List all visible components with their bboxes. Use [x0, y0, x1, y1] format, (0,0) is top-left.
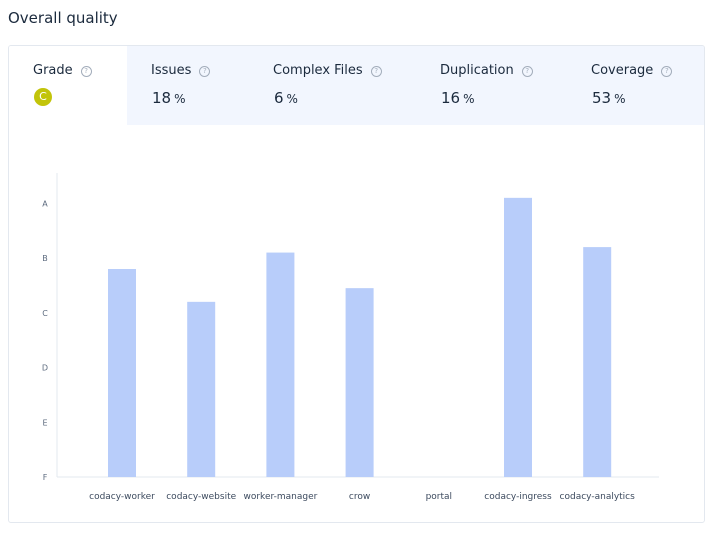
help-icon[interactable]: ? [521, 66, 533, 77]
tab-duplication-value: 16% [441, 89, 475, 107]
overall-quality-card: Grade? C Issues? 18% Complex Files? 6% D… [8, 45, 705, 523]
bar-worker-manager [266, 252, 295, 477]
y-tick-label: D [42, 364, 48, 373]
tab-coverage-label: Coverage? [591, 63, 673, 78]
y-tick-label: C [42, 309, 48, 318]
tab-issues-label: Issues? [151, 63, 211, 78]
bar-codacy-worker [108, 269, 136, 477]
bar-codacy-ingress [504, 197, 532, 477]
tab-complex-files[interactable]: Complex Files? 6% [249, 46, 416, 125]
tab-complex-files-label: Complex Files? [273, 63, 382, 78]
tab-duplication[interactable]: Duplication? 16% [416, 46, 567, 125]
tab-issues-value: 18% [152, 89, 186, 107]
bar-codacy-website [187, 301, 216, 477]
help-icon[interactable]: ? [199, 66, 211, 77]
help-icon[interactable]: ? [370, 66, 382, 77]
tab-grade-label: Grade? [33, 63, 92, 78]
page-title: Overall quality [8, 9, 118, 27]
y-tick-label: E [42, 418, 47, 427]
y-tick-label: B [42, 254, 48, 263]
tab-duplication-label: Duplication? [440, 63, 533, 78]
help-icon[interactable]: ? [661, 66, 673, 77]
bar-codacy-analytics [583, 247, 612, 477]
x-tick-label: worker-manager [243, 492, 317, 502]
x-tick-label: codacy-ingress [484, 492, 552, 502]
tab-issues[interactable]: Issues? 18% [127, 46, 249, 125]
quality-tabs: Grade? C Issues? 18% Complex Files? 6% D… [9, 46, 704, 125]
tab-grade[interactable]: Grade? C [9, 46, 127, 125]
x-tick-label: crow [349, 492, 370, 502]
x-tick-label: codacy-website [166, 492, 236, 502]
y-tick-label: F [43, 473, 48, 482]
x-tick-label: codacy-analytics [560, 492, 636, 502]
tab-complex-files-value: 6% [274, 89, 298, 107]
y-tick-label: A [42, 199, 48, 208]
x-tick-label: portal [426, 492, 452, 502]
tab-coverage[interactable]: Coverage? 53% [567, 46, 704, 125]
grade-badge: C [34, 88, 52, 106]
bar-crow [345, 288, 374, 477]
help-icon[interactable]: ? [80, 66, 92, 77]
tab-coverage-value: 53% [592, 89, 626, 107]
x-tick-label: codacy-worker [89, 492, 155, 502]
